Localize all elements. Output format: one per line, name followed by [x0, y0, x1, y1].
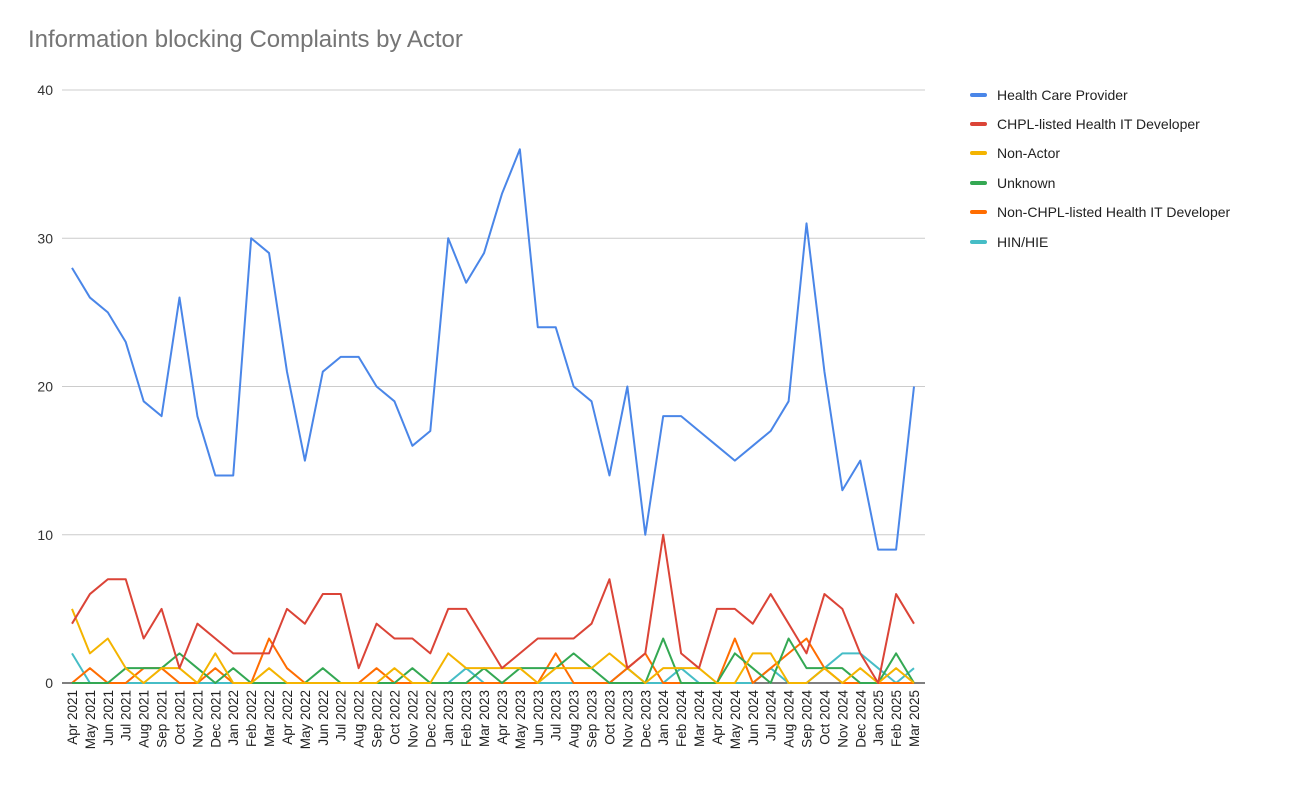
x-tick-label: Mar 2024	[692, 690, 707, 748]
legend-item: Non-CHPL-listed Health IT Developer	[970, 198, 1230, 227]
y-tick-label: 40	[37, 82, 53, 98]
series-line-non-actor	[71, 608, 915, 684]
series-lines	[71, 148, 915, 684]
chart-title: Information blocking Complaints by Actor	[28, 26, 463, 53]
x-tick-label: Aug 2024	[782, 690, 797, 748]
x-tick-label: Jul 2022	[334, 690, 349, 741]
series-line-unknown	[72, 637, 915, 684]
y-axis-tick-labels: 0 10 20 30 40	[37, 82, 53, 691]
legend-swatch	[970, 151, 987, 156]
x-tick-label: Feb 2024	[674, 690, 689, 748]
x-tick-label: Dec 2023	[638, 690, 653, 748]
x-tick-label: Dec 2021	[208, 690, 223, 748]
x-tick-label: Jun 2021	[101, 690, 116, 746]
x-tick-label: Apr 2024	[710, 690, 725, 745]
legend-label: Non-Actor	[997, 145, 1061, 162]
x-tick-label: Oct 2022	[387, 690, 402, 745]
y-tick-label: 0	[45, 675, 53, 691]
x-tick-label: Mar 2022	[262, 690, 277, 747]
x-tick-label: Nov 2021	[190, 690, 205, 748]
x-tick-label: Nov 2023	[620, 690, 635, 748]
x-tick-label: Oct 2023	[602, 690, 617, 745]
x-tick-label: Jan 2022	[226, 690, 241, 746]
x-tick-label: Feb 2025	[889, 690, 904, 747]
legend-label: Unknown	[997, 174, 1056, 191]
x-tick-label: Jan 2024	[656, 690, 671, 746]
x-tick-label: May 2023	[513, 690, 528, 749]
legend-swatch	[970, 210, 987, 215]
x-tick-label: Aug 2021	[137, 690, 152, 748]
x-tick-label: May 2024	[728, 690, 743, 750]
x-tick-label: Feb 2023	[459, 690, 474, 747]
x-tick-label: Oct 2024	[817, 690, 832, 745]
x-tick-label: Feb 2022	[244, 690, 259, 747]
x-tick-label: May 2021	[83, 690, 98, 749]
x-tick-label: Sep 2021	[155, 690, 170, 748]
x-axis-tick-labels: Apr 2021 May 2021 Jun 2021 Jul 2021 Aug 2021…	[65, 690, 922, 750]
x-tick-label: Jul 2024	[764, 690, 779, 742]
legend-label: Health Care Provider	[997, 86, 1128, 103]
x-tick-label: Nov 2024	[835, 690, 850, 748]
x-tick-label: Jun 2023	[531, 690, 546, 746]
legend: Health Care Provider CHPL-listed Health I…	[970, 80, 1230, 256]
x-tick-label: May 2022	[298, 690, 313, 749]
x-tick-label: Oct 2021	[172, 690, 187, 745]
x-tick-label: Jul 2023	[549, 690, 564, 741]
x-tick-label: Jan 2023	[441, 690, 456, 746]
legend-item: HIN/HIE	[970, 227, 1230, 256]
x-tick-label: Dec 2022	[423, 690, 438, 748]
legend-swatch	[970, 122, 987, 127]
series-line-non-chpl-listed-health-it-developer	[71, 637, 914, 684]
y-tick-label: 20	[37, 379, 53, 395]
legend-item: Non-Actor	[970, 139, 1230, 168]
legend-swatch	[970, 180, 987, 185]
x-tick-label: Jun 2022	[316, 690, 331, 746]
x-tick-label: Jul 2021	[119, 690, 134, 741]
gridlines	[62, 89, 925, 684]
x-tick-label: Apr 2022	[280, 690, 295, 745]
series-line-chpl-listed-health-it-developer	[71, 533, 915, 684]
legend-item: Unknown	[970, 168, 1230, 197]
x-tick-label: Aug 2023	[567, 690, 582, 748]
x-tick-label: Mar 2025	[907, 690, 922, 747]
x-tick-label: Sep 2024	[800, 690, 815, 748]
legend-label: Non-CHPL-listed Health IT Developer	[997, 204, 1231, 221]
y-tick-label: 10	[37, 527, 53, 543]
x-tick-label: Apr 2023	[495, 690, 510, 745]
x-tick-label: Dec 2024	[853, 690, 868, 748]
legend-item: CHPL-listed Health IT Developer	[970, 109, 1230, 138]
legend-swatch	[970, 92, 987, 97]
x-tick-label: Aug 2022	[352, 690, 367, 748]
legend-label: HIN/HIE	[997, 233, 1049, 250]
legend-label: CHPL-listed Health IT Developer	[997, 116, 1200, 133]
y-tick-label: 30	[37, 230, 53, 246]
legend-item: Health Care Provider	[970, 80, 1230, 109]
x-tick-label: Jun 2024	[746, 690, 761, 746]
series-line-health-care-provider	[71, 148, 915, 551]
x-tick-label: Nov 2022	[405, 690, 420, 748]
x-tick-label: Sep 2022	[370, 690, 385, 748]
legend-swatch	[970, 239, 987, 244]
x-tick-label: Jan 2025	[871, 690, 886, 746]
x-tick-label: Mar 2023	[477, 690, 492, 747]
x-tick-label: Sep 2023	[585, 690, 600, 748]
x-tick-label: Apr 2021	[65, 690, 80, 745]
